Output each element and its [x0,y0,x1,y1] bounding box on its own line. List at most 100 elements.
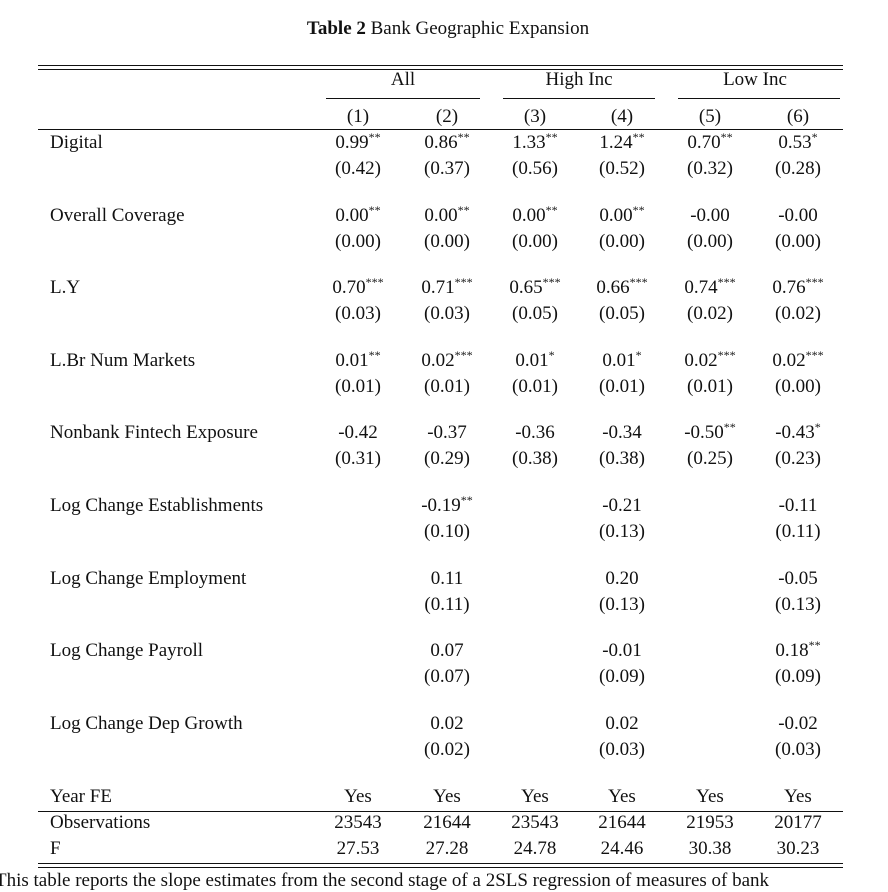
significance-stars: *** [805,275,824,290]
standard-error: (0.32) [687,158,733,179]
standard-error: (0.05) [599,303,645,325]
coefficient: 0.70*** [332,275,384,299]
coefficient: -0.43* [775,421,821,444]
coefficient: 0.66*** [596,275,648,299]
row-label: Digital [50,132,103,153]
coefficient: 1.33** [512,130,558,154]
footer-cell: 30.23 [776,838,820,859]
standard-error: (0.00) [512,230,558,252]
column-number: (2) [435,106,459,127]
bottom-rule [38,867,843,868]
group-rule [326,98,480,99]
standard-error: (0.37) [424,158,470,179]
footer-cell: Yes [784,786,812,807]
coefficient: 0.00** [512,202,558,227]
coefficient: 0.02*** [684,349,735,372]
footer-cell: Yes [521,786,549,807]
table-note: This table reports the slope estimates f… [0,870,770,891]
coefficient: -0.34 [602,422,642,444]
standard-error: (0.02) [424,738,470,760]
coef-value: 0.99 [335,132,369,153]
significance-stars: ** [545,130,558,144]
coef-value: -0.00 [690,204,730,226]
standard-error: (0.03) [335,303,381,325]
coef-value: 0.00 [335,204,369,226]
header-rule [38,129,843,130]
group-header: All [390,69,416,90]
row-label: Log Change Payroll [50,640,204,662]
standard-error: (0.11) [424,593,470,615]
footer-cell: 21644 [598,812,646,833]
coef-value: 0.01 [515,349,549,371]
significance-stars: *** [542,275,561,290]
coefficient: 0.01* [515,349,554,372]
significance-stars: *** [717,275,736,290]
footer-cell: 30.38 [688,838,732,859]
row-label: L.Y [50,277,81,299]
coef-value: -0.19 [421,495,461,516]
standard-error: (0.38) [599,448,645,470]
standard-error: (0.00) [599,230,645,252]
column-number: (6) [786,106,810,127]
coefficient: -0.11 [779,495,818,517]
footer-cell: Yes [696,786,724,807]
table-title: Table 2 Bank Geographic Expansion [307,18,589,40]
coef-value: 0.70 [687,132,721,153]
coef-value: 0.02 [430,712,464,734]
coefficient: 0.71*** [421,275,473,299]
coefficient: 0.86** [424,131,469,154]
footer-cell: 27.53 [336,838,380,859]
significance-stars: ** [460,493,473,507]
significance-stars: *** [629,275,648,290]
coefficient: 0.70** [687,131,732,154]
bottom-rule [38,863,843,864]
standard-error: (0.02) [775,303,821,325]
standard-error: (0.29) [424,448,470,470]
significance-stars: ** [632,202,645,217]
significance-stars: ** [545,202,558,217]
significance-stars: ** [368,347,381,362]
coefficient: 0.65*** [509,275,561,299]
coef-value: 0.76 [772,277,806,299]
significance-stars: *** [805,347,824,362]
coefficient: 0.11 [431,568,464,590]
standard-error: (0.00) [335,230,381,252]
coefficient: 0.76*** [772,275,824,299]
standard-error: (0.03) [599,738,645,760]
coef-value: 1.33 [512,132,546,153]
coefficient: -0.21 [602,495,642,517]
coefficient: -0.05 [778,568,818,590]
table-label: Table 2 [306,18,366,39]
standard-error: (0.01) [335,375,381,397]
top-rule [38,65,843,66]
row-label: Observations [50,812,151,833]
significance-stars: *** [365,275,384,290]
significance-stars: *** [454,275,473,290]
standard-error: (0.10) [424,521,470,542]
significance-stars: ** [723,420,736,435]
column-number: (4) [610,106,634,127]
coefficient: 0.02*** [421,349,472,372]
column-number: (1) [346,106,370,127]
top-rule [38,69,843,70]
row-label: Nonbank Fintech Exposure [50,422,258,444]
coef-value: -0.01 [602,640,642,662]
footer-rule [38,811,843,812]
coef-value: 0.00 [512,204,546,226]
row-label: Log Change Dep Growth [50,712,243,734]
row-label: Year FE [50,786,112,807]
coefficient: 0.99** [335,130,381,154]
coefficient: 0.01* [602,349,641,372]
standard-error: (0.28) [775,158,821,179]
significance-stars: ** [368,202,381,217]
standard-error: (0.01) [687,375,733,397]
coefficient: -0.02 [778,713,818,735]
significance-stars: ** [368,130,381,144]
coef-value: -0.50 [684,422,724,444]
coef-value: -0.42 [338,422,378,444]
coefficient: 0.02 [605,713,638,735]
standard-error: (0.23) [775,448,821,470]
standard-error: (0.05) [512,303,558,325]
footer-cell: 21953 [686,812,734,833]
row-label: Log Change Employment [50,567,247,589]
